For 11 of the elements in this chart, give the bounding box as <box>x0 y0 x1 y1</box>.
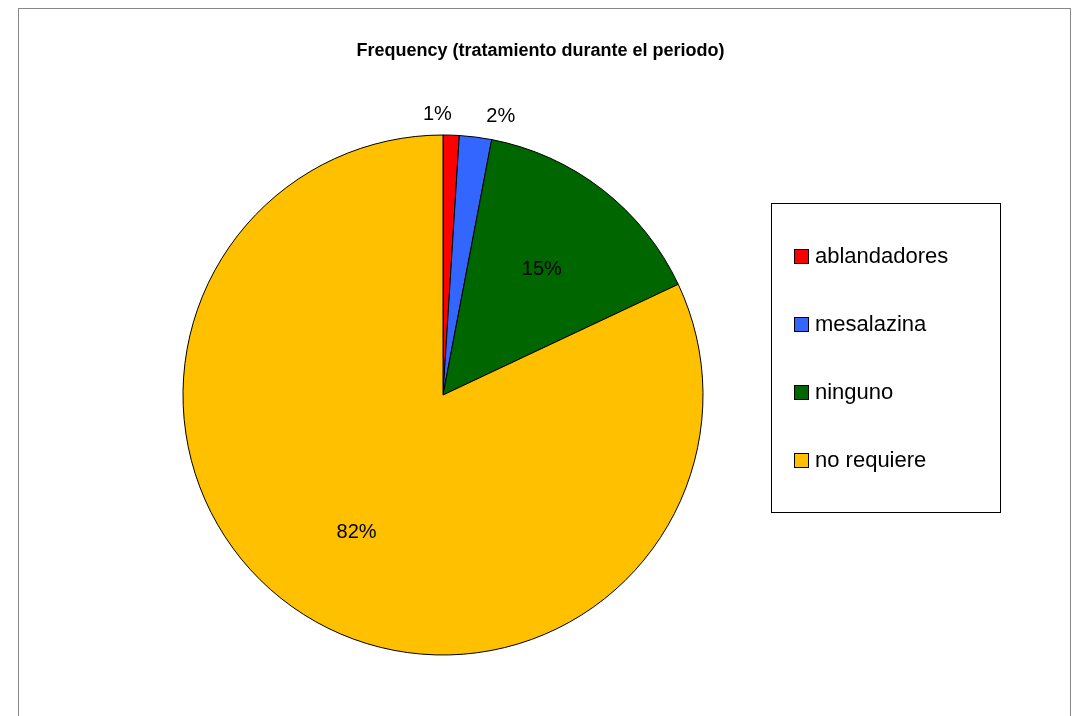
chart-title: Frequency (tratamiento durante el periodo) <box>355 40 726 61</box>
legend-label: ninguno <box>815 379 894 405</box>
pie-slice <box>442 139 679 396</box>
data-label: 82% <box>336 520 377 543</box>
data-label: 1% <box>422 102 453 125</box>
data-label: 15% <box>521 256 563 279</box>
data-label: 2% <box>486 104 516 127</box>
legend-label: no requiere <box>815 447 927 473</box>
pie-slice <box>182 134 704 656</box>
legend-label: ablandadores <box>815 243 949 269</box>
legend-label: mesalazina <box>815 311 927 337</box>
